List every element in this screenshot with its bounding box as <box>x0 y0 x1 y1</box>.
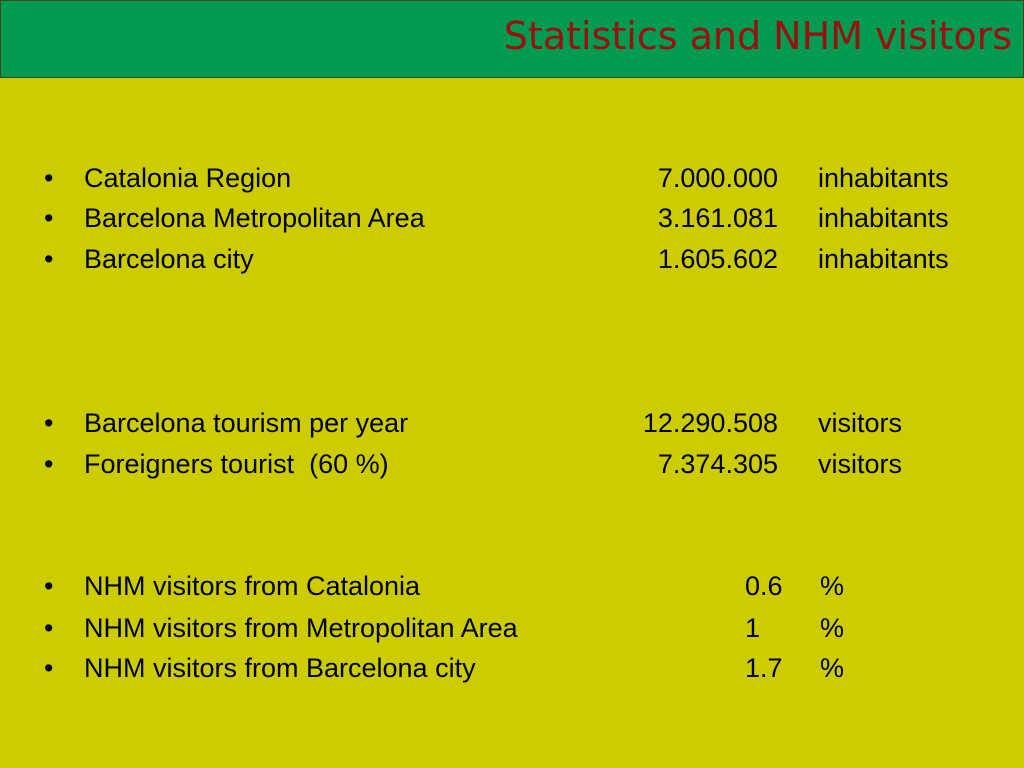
item-unit: % <box>820 653 845 683</box>
item-value: 0.6 <box>745 571 783 601</box>
header-bar <box>0 0 1024 78</box>
item-label: Barcelona Metropolitan Area <box>84 203 425 233</box>
item-label: Barcelona city <box>84 244 254 274</box>
bullet: • <box>44 244 54 274</box>
bullet: • <box>44 163 54 193</box>
item-value: 7.000.000 <box>657 163 778 193</box>
item-value: 1 <box>745 613 761 643</box>
bullet: • <box>44 449 54 479</box>
bullet: • <box>44 571 54 601</box>
item-unit: % <box>820 613 845 643</box>
item-label: NHM visitors from Catalonia <box>84 571 421 601</box>
bullet: • <box>44 203 54 233</box>
item-unit: inhabitants <box>818 203 949 233</box>
item-label: Foreigners tourist (60 %) <box>84 449 389 479</box>
bullet: • <box>44 408 54 438</box>
item-value: 7.374.305 <box>657 449 778 479</box>
slide-title: Statistics and NHM visitors <box>503 14 1012 58</box>
item-unit: visitors <box>818 449 903 479</box>
item-unit: % <box>820 571 845 601</box>
item-value: 12.290.508 <box>642 408 778 438</box>
item-label: NHM visitors from Metropolitan Area <box>84 613 518 643</box>
bullet: • <box>44 653 54 683</box>
item-label: NHM visitors from Barcelona city <box>84 653 476 683</box>
item-value: 1.605.602 <box>657 244 778 274</box>
item-label: Barcelona tourism per year <box>84 408 409 438</box>
bullet: • <box>44 613 54 643</box>
item-value: 1.7 <box>745 653 783 683</box>
item-unit: visitors <box>818 408 903 438</box>
item-unit: inhabitants <box>818 163 949 193</box>
item-unit: inhabitants <box>818 244 949 274</box>
item-value: 3.161.081 <box>657 203 778 233</box>
item-label: Catalonia Region <box>84 163 292 193</box>
